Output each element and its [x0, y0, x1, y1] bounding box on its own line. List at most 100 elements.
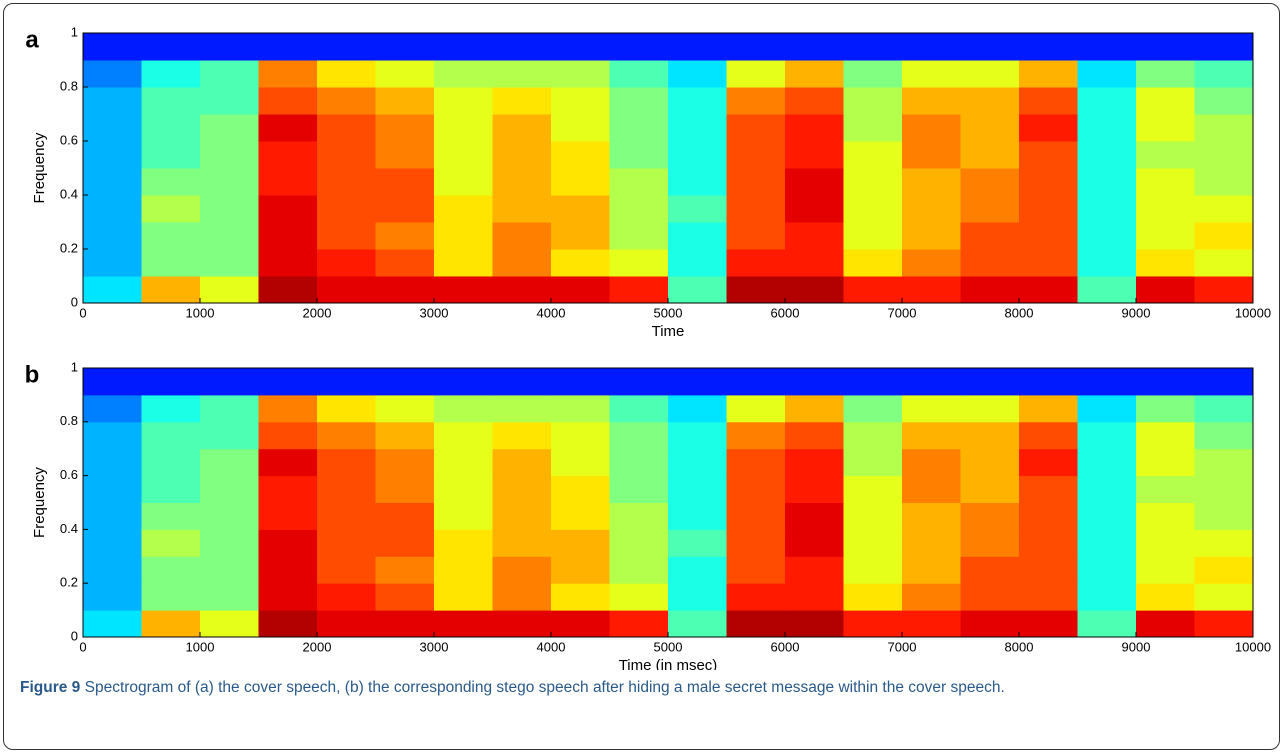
heat-cell: [142, 168, 201, 196]
heat-cell: [376, 168, 435, 196]
heat-cell: [1078, 503, 1137, 530]
heat-cell: [961, 60, 1020, 88]
heat-cell: [317, 422, 376, 449]
heat-cell: [142, 141, 201, 169]
heat-cell: [961, 529, 1020, 556]
heat-cell: [551, 195, 610, 223]
heat-cell: [1195, 476, 1254, 503]
heat-cell: [961, 583, 1020, 610]
heat-cell: [1195, 141, 1254, 169]
heat-cell: [844, 60, 903, 88]
heat-cell: [727, 529, 786, 556]
heat-cell: [844, 368, 903, 395]
heat-cell: [83, 222, 142, 250]
heat-cell: [668, 195, 727, 223]
heat-cell: [844, 141, 903, 169]
heat-cell: [727, 422, 786, 449]
heat-cell: [434, 114, 493, 142]
heat-cell: [610, 422, 669, 449]
heat-cell: [902, 395, 961, 422]
x-axis-label: Time: [652, 323, 685, 340]
heat-cell: [1195, 60, 1254, 88]
heat-cell: [902, 222, 961, 250]
panel-label: b: [25, 361, 40, 388]
heat-cell: [727, 395, 786, 422]
heat-cell: [142, 114, 201, 142]
heat-cell: [727, 222, 786, 250]
heat-cell: [1195, 33, 1254, 61]
heat-cell: [142, 529, 201, 556]
heat-cell: [610, 529, 669, 556]
heat-cell: [1078, 476, 1137, 503]
heat-cell: [376, 503, 435, 530]
heat-cell: [727, 276, 786, 304]
heat-cell: [844, 114, 903, 142]
heat-cell: [493, 249, 552, 277]
heat-cell: [1195, 222, 1254, 250]
heat-cell: [376, 33, 435, 61]
heat-cell: [1136, 60, 1195, 88]
heat-cell: [1078, 222, 1137, 250]
heat-cell: [200, 610, 259, 637]
heat-cell: [610, 141, 669, 169]
heat-cell: [551, 449, 610, 476]
heat-cell: [785, 422, 844, 449]
heat-cell: [668, 395, 727, 422]
heat-cell: [844, 195, 903, 223]
heat-cell: [1195, 368, 1254, 395]
heat-cell: [200, 60, 259, 88]
heat-cell: [785, 556, 844, 583]
heat-cell: [1136, 114, 1195, 142]
heat-cell: [83, 195, 142, 223]
heat-cell: [1078, 610, 1137, 637]
heat-cell: [434, 195, 493, 223]
heat-cell: [610, 60, 669, 88]
heat-cell: [610, 87, 669, 115]
heat-cell: [551, 476, 610, 503]
y-tick-label: 0.4: [60, 186, 78, 201]
heat-cell: [259, 422, 318, 449]
heat-cell: [1195, 583, 1254, 610]
heat-cell: [1195, 168, 1254, 196]
heat-cell: [200, 368, 259, 395]
heat-cell: [83, 168, 142, 196]
heat-cell: [317, 168, 376, 196]
heat-cell: [259, 222, 318, 250]
heat-cell: [200, 276, 259, 304]
heat-cell: [259, 395, 318, 422]
heat-cell: [727, 195, 786, 223]
y-tick-label: 0.2: [60, 575, 78, 590]
heat-cell: [317, 276, 376, 304]
heat-cell: [551, 222, 610, 250]
heat-cell: [376, 610, 435, 637]
heat-cell: [1195, 610, 1254, 637]
heat-cell: [200, 583, 259, 610]
heat-cell: [727, 449, 786, 476]
heat-cell: [727, 141, 786, 169]
y-axis-label: Frequency: [31, 132, 48, 203]
heat-cell: [961, 368, 1020, 395]
heat-cell: [610, 368, 669, 395]
heat-cell: [200, 114, 259, 142]
heat-cell: [83, 249, 142, 277]
heat-cell: [317, 60, 376, 88]
heat-cell: [493, 87, 552, 115]
heat-cell: [493, 422, 552, 449]
heat-cell: [610, 583, 669, 610]
y-tick-label: 0: [71, 294, 78, 309]
heat-cell: [259, 610, 318, 637]
heat-cell: [844, 556, 903, 583]
y-tick-label: 0.2: [60, 240, 78, 255]
x-tick-label: 2000: [303, 305, 332, 320]
heat-cell: [902, 249, 961, 277]
heat-cell: [1136, 529, 1195, 556]
heat-cell: [610, 556, 669, 583]
heat-cell: [727, 249, 786, 277]
heat-cell: [961, 249, 1020, 277]
heat-cell: [142, 422, 201, 449]
heat-cell: [317, 195, 376, 223]
x-tick-label: 7000: [888, 639, 917, 654]
heat-cell: [1078, 87, 1137, 115]
heat-cell: [727, 33, 786, 61]
y-tick-label: 0.4: [60, 521, 78, 536]
